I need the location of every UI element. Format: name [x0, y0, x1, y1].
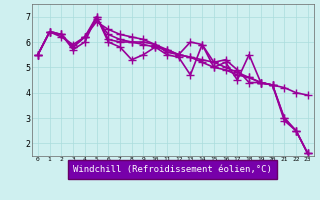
- X-axis label: Windchill (Refroidissement éolien,°C): Windchill (Refroidissement éolien,°C): [73, 165, 272, 174]
